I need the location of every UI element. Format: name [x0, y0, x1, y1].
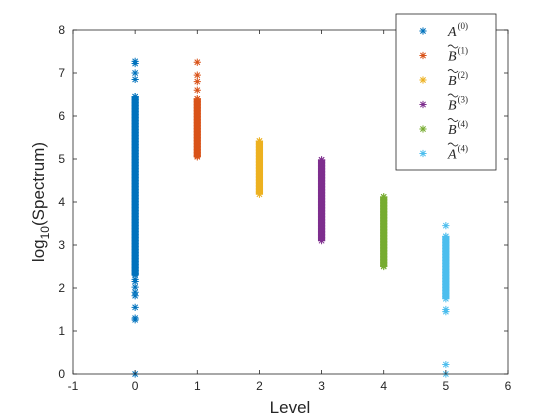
- y-tick-label: 2: [58, 281, 65, 295]
- legend-tilde: [447, 69, 459, 73]
- legend-label-superscript: (4): [458, 144, 469, 154]
- y-tick-label: 0: [58, 367, 65, 381]
- series-0-point: [131, 314, 139, 322]
- legend-item: B(4): [419, 118, 468, 138]
- series-5-point: [442, 222, 450, 230]
- legend-label-name: A: [447, 148, 457, 163]
- series-0-point: [131, 303, 139, 311]
- x-tick-label: -1: [68, 379, 79, 393]
- y-tick-label: 6: [58, 109, 65, 123]
- y-axis-label-log: log: [29, 239, 48, 262]
- series-1-point: [193, 86, 201, 94]
- legend-item: A(4): [419, 142, 468, 163]
- legend-tilde: [447, 93, 459, 98]
- y-tick-label: 4: [58, 195, 65, 209]
- x-tick-label: 3: [318, 379, 325, 393]
- legend-label-name: B: [448, 123, 457, 138]
- legend: A(0)B(1)B(2)B(3)B(4)A(4): [395, 13, 497, 171]
- legend-marker: [419, 100, 427, 109]
- series-0-point: [131, 57, 139, 65]
- legend-item: B(3): [419, 93, 468, 114]
- y-tick-label: 5: [58, 152, 65, 166]
- legend-tilde: [447, 44, 459, 49]
- legend-label: B(4): [448, 119, 468, 138]
- legend-label: A(0): [447, 21, 468, 40]
- legend-label-superscript: (0): [458, 21, 469, 31]
- series-1: [193, 58, 201, 161]
- legend-label-name: A: [447, 25, 457, 40]
- x-tick-label: 0: [132, 379, 139, 393]
- series-1-point: [193, 95, 201, 103]
- x-tick-label: 6: [505, 379, 512, 393]
- y-tick-label: 1: [58, 324, 65, 338]
- legend-label-superscript: (2): [458, 70, 469, 80]
- legend-item: B(1): [419, 44, 468, 65]
- y-tick-label: 7: [58, 66, 65, 80]
- series-0-point: [131, 283, 139, 291]
- x-tick-label: 5: [443, 379, 450, 393]
- legend-label: B(1): [448, 46, 468, 65]
- legend-item: B(2): [419, 69, 468, 89]
- legend-marker: [419, 149, 427, 158]
- legend-label-name: B: [448, 50, 457, 65]
- series-1-point: [193, 58, 201, 66]
- legend-item: A(0): [419, 21, 468, 40]
- x-axis-label: Level: [270, 398, 311, 417]
- series-0-point: [131, 288, 139, 296]
- legend-label-superscript: (1): [458, 46, 469, 56]
- series-0-point: [131, 93, 139, 101]
- series-4: [380, 193, 388, 271]
- y-axis-label-sub: 10: [38, 226, 52, 240]
- legend-label: A(4): [447, 144, 468, 163]
- svg-text:log10(Spectrum): log10(Spectrum): [29, 142, 52, 262]
- x-tick-label: 2: [256, 379, 263, 393]
- series-2-point: [255, 190, 264, 198]
- series-3-point: [317, 156, 326, 164]
- y-axis-label-rest: (Spectrum): [29, 142, 48, 226]
- y-tick-label: 8: [58, 23, 65, 37]
- legend-tilde: [447, 118, 459, 122]
- series-4-point: [380, 262, 388, 271]
- series-1-point: [193, 78, 201, 86]
- legend-marker: [419, 27, 427, 35]
- series-0-point: [131, 275, 139, 283]
- y-tick-label: 3: [58, 238, 65, 252]
- series-3: [317, 156, 326, 245]
- legend-marker: [419, 51, 427, 60]
- legend-marker: [419, 76, 427, 84]
- series-0-point: [131, 271, 139, 279]
- series-5-point: [442, 360, 450, 369]
- y-axis-label: log10(Spectrum): [29, 142, 52, 262]
- series-0-point: [131, 75, 139, 84]
- series-5-point: [442, 305, 450, 314]
- legend-label-name: B: [448, 99, 457, 114]
- series-4-point: [380, 193, 388, 201]
- series-5-point: [442, 232, 450, 240]
- legend-label-superscript: (3): [458, 95, 469, 105]
- x-tick-label: 4: [380, 379, 387, 393]
- legend-label-superscript: (4): [458, 119, 469, 129]
- series-1-point: [193, 71, 201, 79]
- legend-marker: [419, 125, 427, 133]
- legend-label: B(3): [448, 95, 468, 114]
- legend-tilde: [447, 142, 459, 147]
- series-5: [442, 222, 450, 378]
- legend-box: [395, 13, 497, 171]
- series-3-point: [317, 237, 326, 245]
- series-2-point: [255, 137, 264, 145]
- series-0-point: [131, 69, 139, 77]
- series-5-point: [442, 295, 450, 303]
- legend-label-name: B: [448, 74, 457, 89]
- data-marks: [131, 57, 450, 378]
- x-tick-label: 1: [194, 379, 201, 393]
- legend-label: B(2): [448, 70, 468, 89]
- series-2: [255, 137, 264, 198]
- series-1-point: [193, 153, 201, 161]
